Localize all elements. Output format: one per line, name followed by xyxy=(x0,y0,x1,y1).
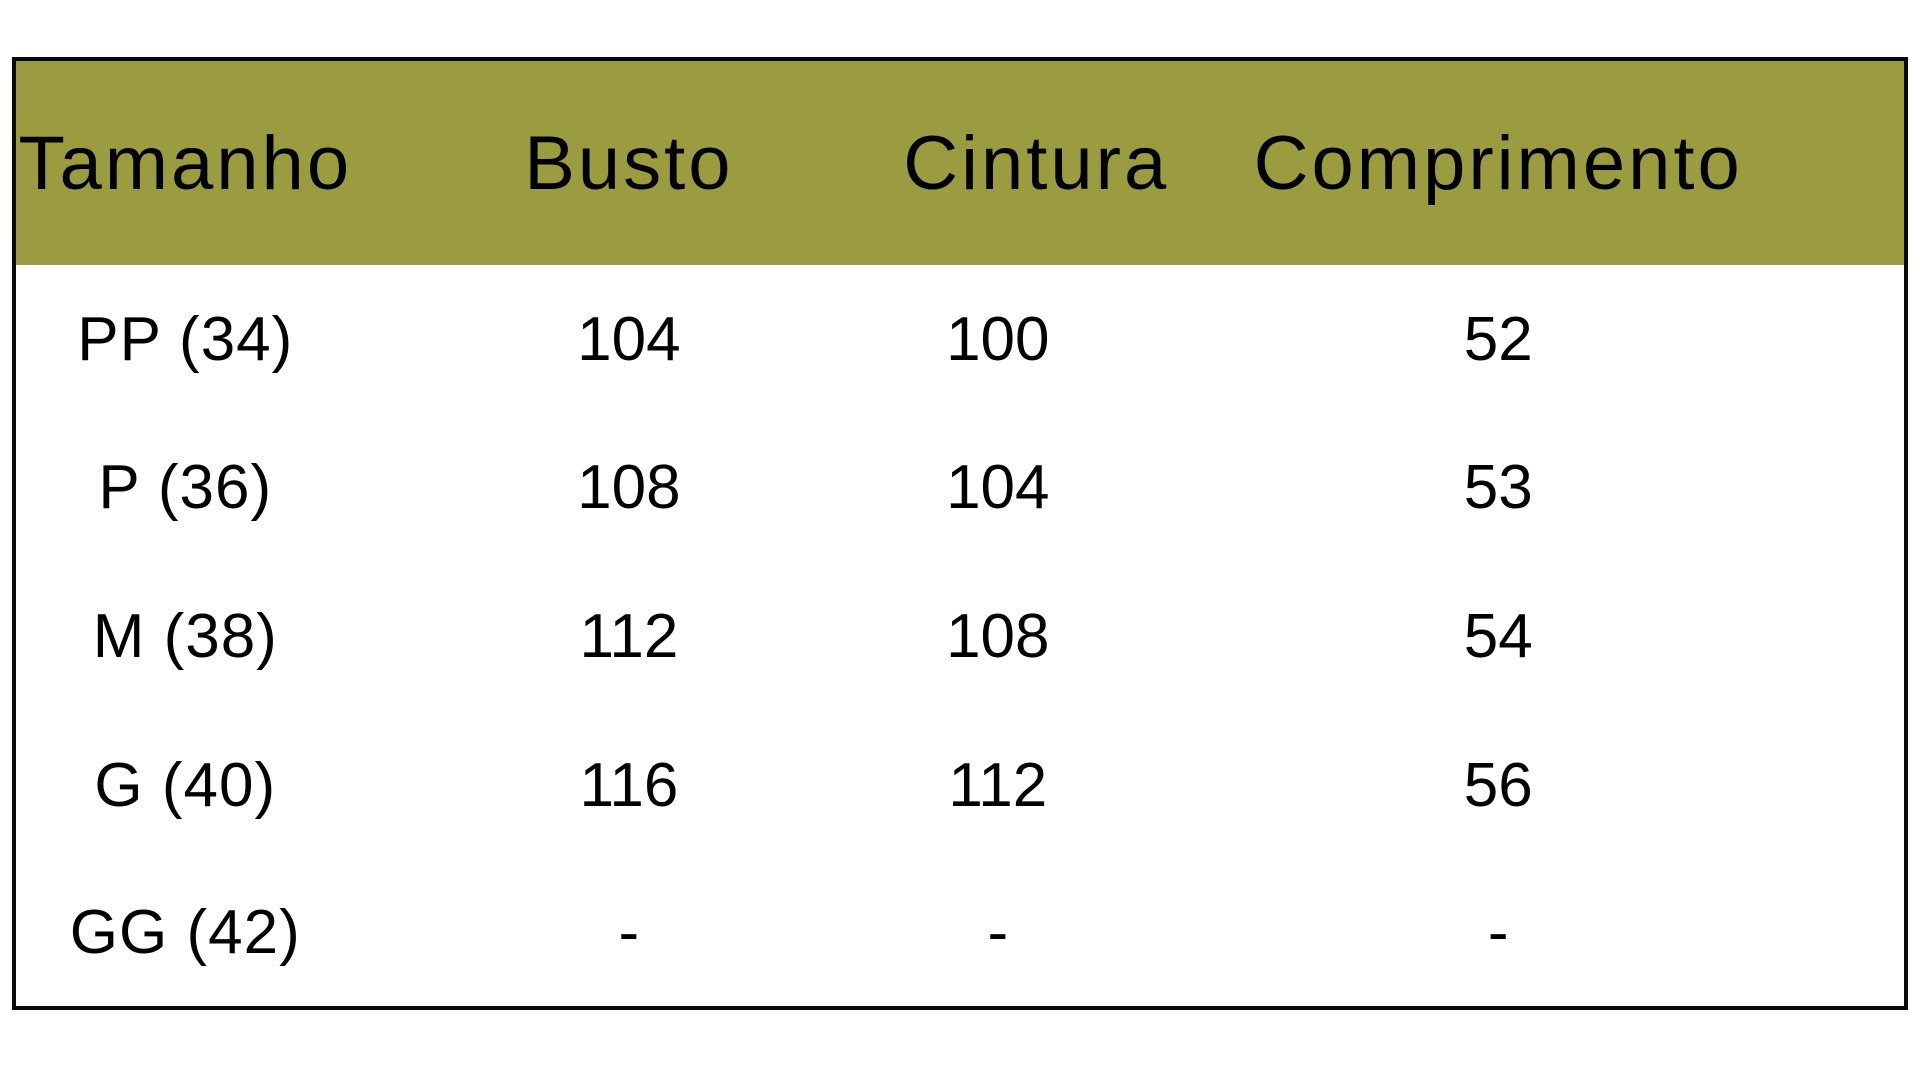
table-row-gg42: GG (42) - - - xyxy=(14,859,1906,1008)
size-cell: P (36) xyxy=(14,413,355,563)
comprimento-cell: 56 xyxy=(1092,710,1906,860)
size-cell: GG (42) xyxy=(14,859,355,1008)
cintura-cell: 104 xyxy=(903,413,1093,563)
busto-cell: 116 xyxy=(354,710,904,860)
column-header-tamanho: Tamanho xyxy=(14,59,355,265)
busto-cell: 104 xyxy=(354,265,904,414)
comprimento-cell: - xyxy=(1092,859,1906,1008)
comprimento-cell: 53 xyxy=(1092,413,1906,563)
table-header-row: Tamanho Busto Cintura Comprimento xyxy=(14,59,1906,265)
comprimento-cell: 52 xyxy=(1092,265,1906,414)
cintura-cell: - xyxy=(903,859,1093,1008)
busto-cell: 108 xyxy=(354,413,904,563)
comprimento-cell: 54 xyxy=(1092,562,1906,711)
table-body: PP (34) 104 100 52 P (36) 108 104 53 M (… xyxy=(14,265,1906,1008)
busto-cell: 112 xyxy=(354,562,904,711)
table-row-g40: G (40) 116 112 56 xyxy=(14,710,1906,860)
cintura-cell: 112 xyxy=(903,710,1093,860)
busto-cell: - xyxy=(354,859,904,1008)
size-cell: PP (34) xyxy=(14,265,355,414)
size-cell: M (38) xyxy=(14,562,355,711)
size-chart-table: Tamanho Busto Cintura Comprimento PP (34… xyxy=(12,57,1908,1010)
table-row-pp34: PP (34) 104 100 52 xyxy=(14,265,1906,414)
cintura-cell: 108 xyxy=(903,562,1093,711)
cintura-cell: 100 xyxy=(903,265,1093,414)
size-cell: G (40) xyxy=(14,710,355,860)
table-row-p36: P (36) 108 104 53 xyxy=(14,413,1906,563)
column-header-cintura: Cintura xyxy=(903,59,1166,265)
table-header: Tamanho Busto Cintura Comprimento xyxy=(14,59,1906,265)
table-row-m38: M (38) 112 108 54 xyxy=(14,562,1906,711)
column-header-busto: Busto xyxy=(354,59,904,265)
column-header-comprimento: Comprimento xyxy=(1092,59,1906,265)
